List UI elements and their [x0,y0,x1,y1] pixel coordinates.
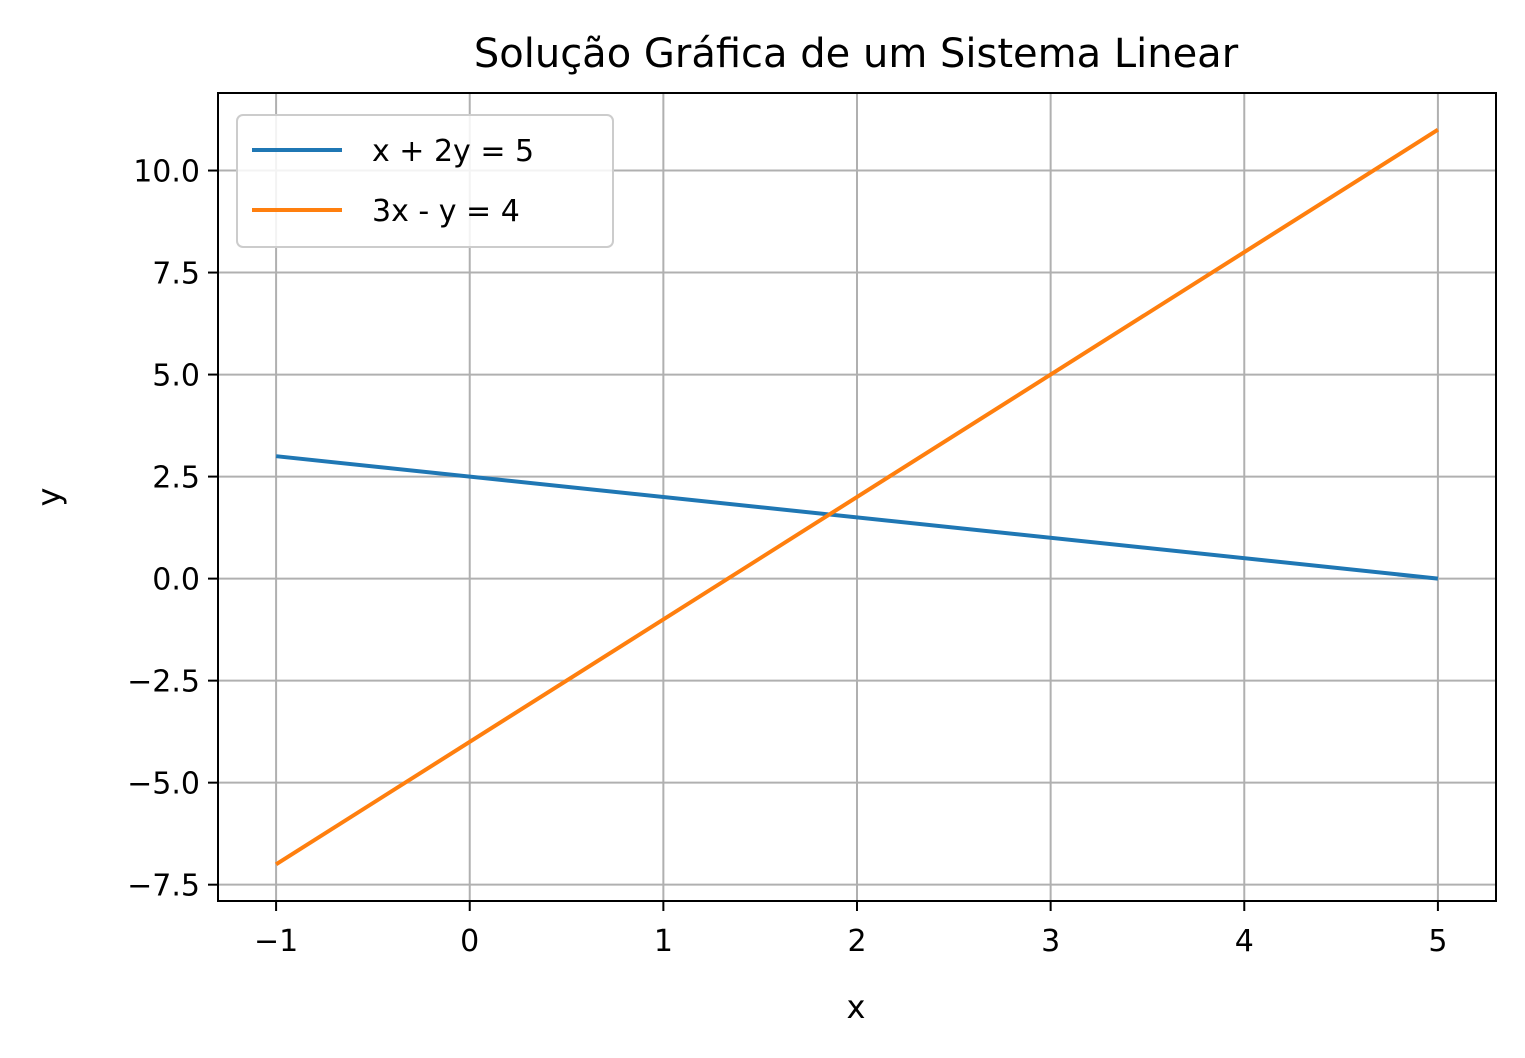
x-tick-label: 3 [1041,924,1060,959]
y-axis-label: y [30,488,68,507]
x-axis-ticks: −1 0 1 2 3 4 5 [254,901,1447,959]
x-tick-label: 1 [654,924,673,959]
legend-label-series-2: 3x - y = 4 [372,194,520,229]
y-tick-label: −2.5 [127,665,200,700]
y-tick-label: 7.5 [152,257,200,292]
x-tick-label: 0 [460,924,479,959]
chart-title: Solução Gráfica de um Sistema Linear [474,31,1239,77]
series-line-2 [275,128,1439,866]
x-tick-label: −1 [254,924,298,959]
series-line-1 [275,454,1439,581]
y-tick-label: 2.5 [152,461,200,496]
y-tick-label: 10.0 [133,155,200,190]
x-tick-label: 2 [847,924,866,959]
grid [218,93,1496,901]
y-tick-label: 0.0 [152,563,200,598]
legend-label-series-1: x + 2y = 5 [372,134,534,169]
y-tick-label: −7.5 [127,869,200,904]
x-tick-label: 5 [1428,924,1447,959]
x-tick-label: 4 [1235,924,1254,959]
x-axis-label: x [847,988,866,1026]
series-lines [275,128,1439,866]
legend: x + 2y = 5 3x - y = 4 [236,114,614,248]
y-tick-label: 5.0 [152,359,200,394]
y-axis-ticks: −7.5 −5.0 −2.5 0.0 2.5 5.0 7.5 10.0 [127,155,218,904]
y-tick-label: −5.0 [127,767,200,802]
